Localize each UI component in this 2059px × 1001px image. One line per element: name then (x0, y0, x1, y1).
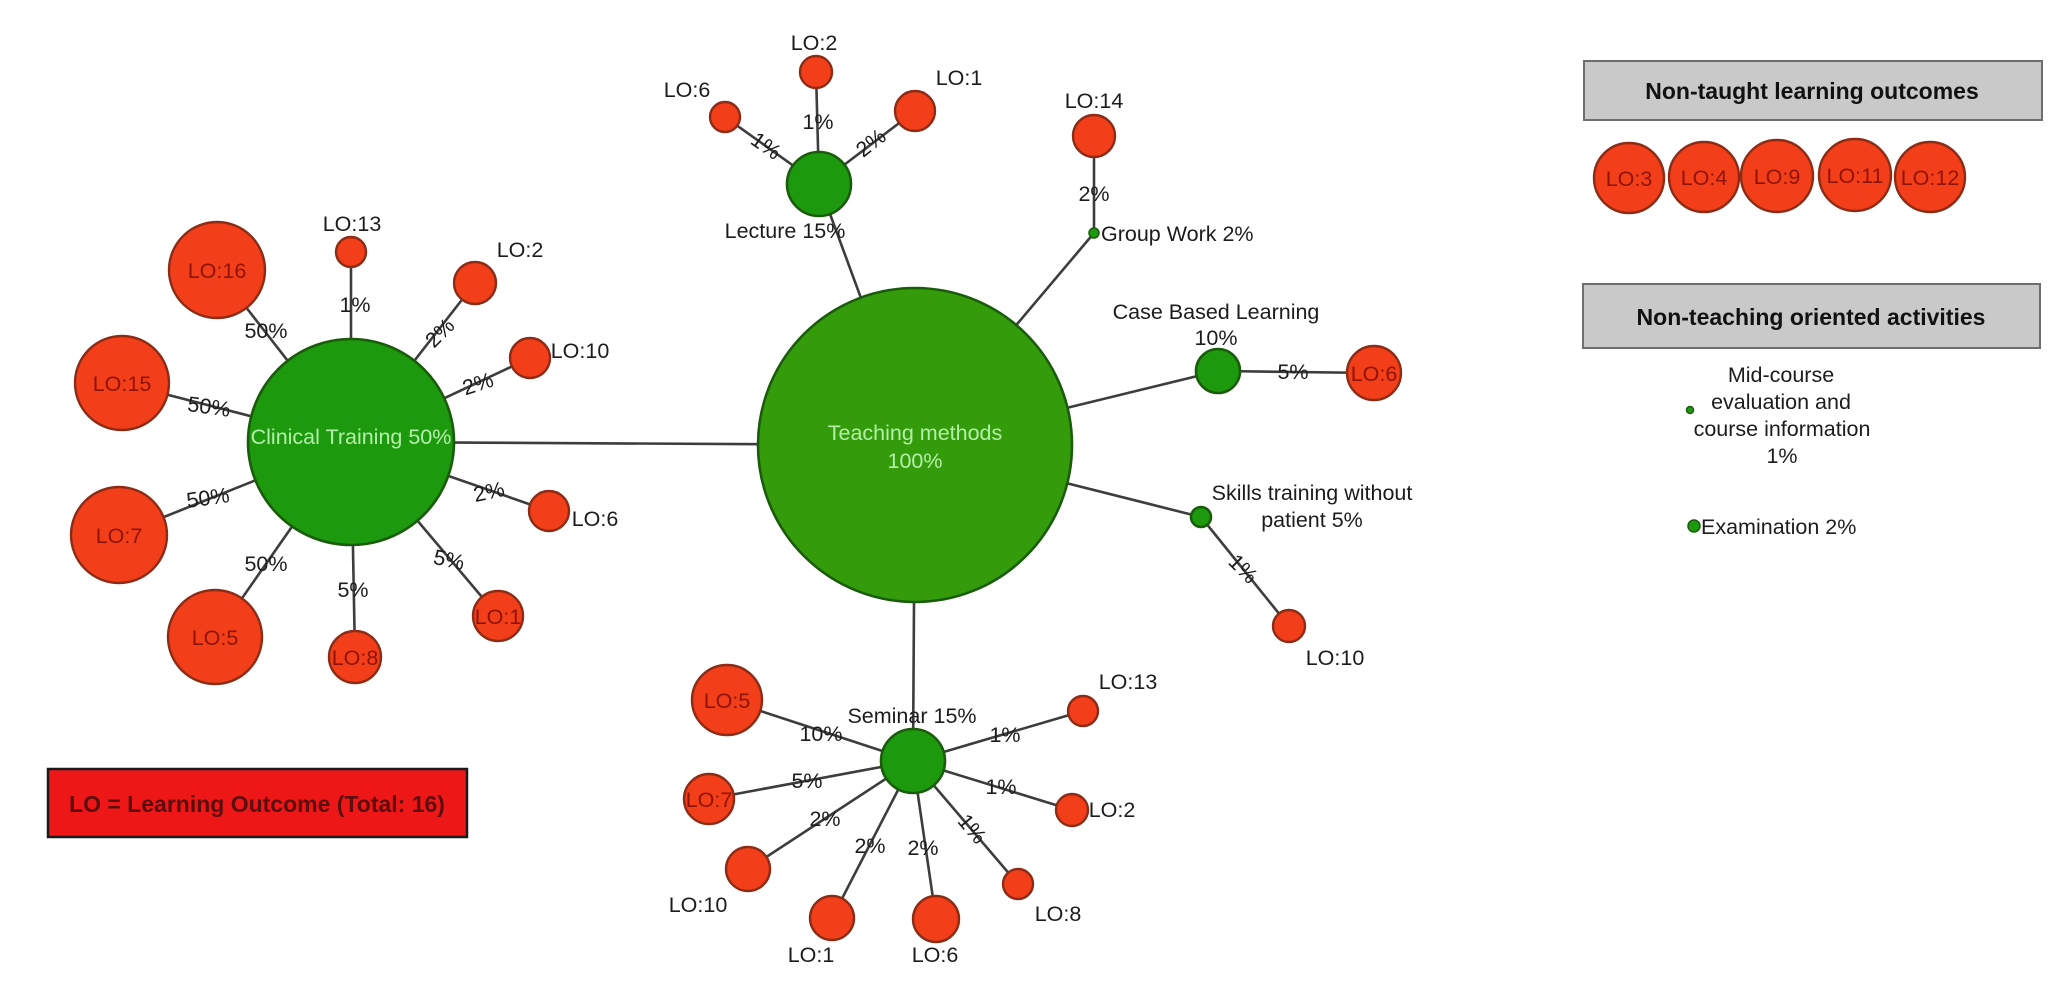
svg-text:LO:6: LO:6 (664, 78, 711, 102)
svg-text:1%: 1% (1766, 444, 1797, 468)
svg-text:50%: 50% (244, 552, 287, 576)
svg-text:LO:8: LO:8 (1035, 902, 1082, 926)
svg-text:LO:8: LO:8 (332, 646, 379, 670)
svg-text:1%: 1% (802, 110, 833, 134)
svg-text:100%: 100% (888, 449, 943, 473)
svg-text:Teaching methods: Teaching methods (828, 421, 1003, 445)
svg-text:LO:12: LO:12 (1901, 166, 1960, 190)
svg-text:LO:3: LO:3 (1606, 167, 1653, 191)
svg-text:LO:2: LO:2 (1089, 798, 1136, 822)
svg-text:5%: 5% (1277, 360, 1308, 384)
svg-text:Case Based Learning: Case Based Learning (1113, 300, 1320, 324)
svg-text:LO:4: LO:4 (1681, 166, 1728, 190)
svg-text:LO:16: LO:16 (188, 259, 247, 283)
svg-text:LO:1: LO:1 (788, 943, 835, 967)
svg-text:50%: 50% (244, 319, 287, 343)
svg-text:5%: 5% (337, 578, 368, 602)
svg-text:10%: 10% (1194, 326, 1237, 350)
svg-text:LO:9: LO:9 (1754, 165, 1801, 189)
svg-text:Skills training without: Skills training without (1212, 481, 1413, 505)
svg-text:2%: 2% (1078, 182, 1109, 206)
svg-text:10%: 10% (799, 722, 842, 746)
svg-text:Examination 2%: Examination 2% (1701, 515, 1856, 539)
svg-text:LO:10: LO:10 (669, 893, 728, 917)
svg-text:Non-teaching oriented activiti: Non-teaching oriented activities (1637, 304, 1986, 330)
svg-text:2%: 2% (907, 836, 938, 860)
svg-text:1%: 1% (989, 723, 1020, 747)
svg-text:LO:2: LO:2 (497, 238, 544, 262)
svg-text:Seminar 15%: Seminar 15% (847, 704, 976, 728)
svg-text:1%: 1% (985, 775, 1016, 799)
svg-text:LO:1: LO:1 (475, 605, 522, 629)
svg-text:Non-taught learning outcomes: Non-taught learning outcomes (1645, 78, 1979, 104)
svg-text:50%: 50% (185, 483, 231, 513)
svg-text:2%: 2% (854, 834, 885, 858)
svg-text:LO = Learning Outcome (Total:: LO = Learning Outcome (Total: 16) (69, 791, 445, 817)
svg-text:LO:6: LO:6 (572, 507, 619, 531)
svg-text:LO:7: LO:7 (96, 524, 143, 548)
svg-text:LO:1: LO:1 (936, 66, 983, 90)
svg-text:1%: 1% (339, 293, 370, 317)
svg-text:2%: 2% (809, 807, 840, 831)
svg-text:LO:7: LO:7 (686, 788, 733, 812)
svg-text:patient 5%: patient 5% (1261, 508, 1363, 532)
svg-text:LO:5: LO:5 (704, 689, 751, 713)
svg-text:LO:14: LO:14 (1065, 89, 1124, 113)
svg-text:LO:2: LO:2 (791, 31, 838, 55)
svg-text:LO:10: LO:10 (1306, 646, 1365, 670)
svg-text:Clinical Training 50%: Clinical Training 50% (251, 425, 452, 449)
svg-text:LO:11: LO:11 (1827, 164, 1884, 188)
svg-text:Lecture 15%: Lecture 15% (725, 219, 846, 243)
svg-text:LO:15: LO:15 (93, 372, 152, 396)
svg-text:LO:13: LO:13 (323, 212, 382, 236)
svg-text:LO:5: LO:5 (192, 626, 239, 650)
svg-text:50%: 50% (186, 392, 232, 422)
svg-text:LO:6: LO:6 (1351, 362, 1398, 386)
svg-text:course information: course information (1694, 417, 1871, 441)
svg-text:evaluation and: evaluation and (1711, 390, 1851, 414)
svg-text:Group Work 2%: Group Work 2% (1101, 222, 1254, 246)
svg-text:Mid-course: Mid-course (1728, 363, 1834, 387)
svg-text:5%: 5% (791, 769, 822, 793)
svg-text:LO:6: LO:6 (912, 943, 959, 967)
svg-text:LO:10: LO:10 (551, 339, 610, 363)
svg-text:LO:13: LO:13 (1099, 670, 1158, 694)
